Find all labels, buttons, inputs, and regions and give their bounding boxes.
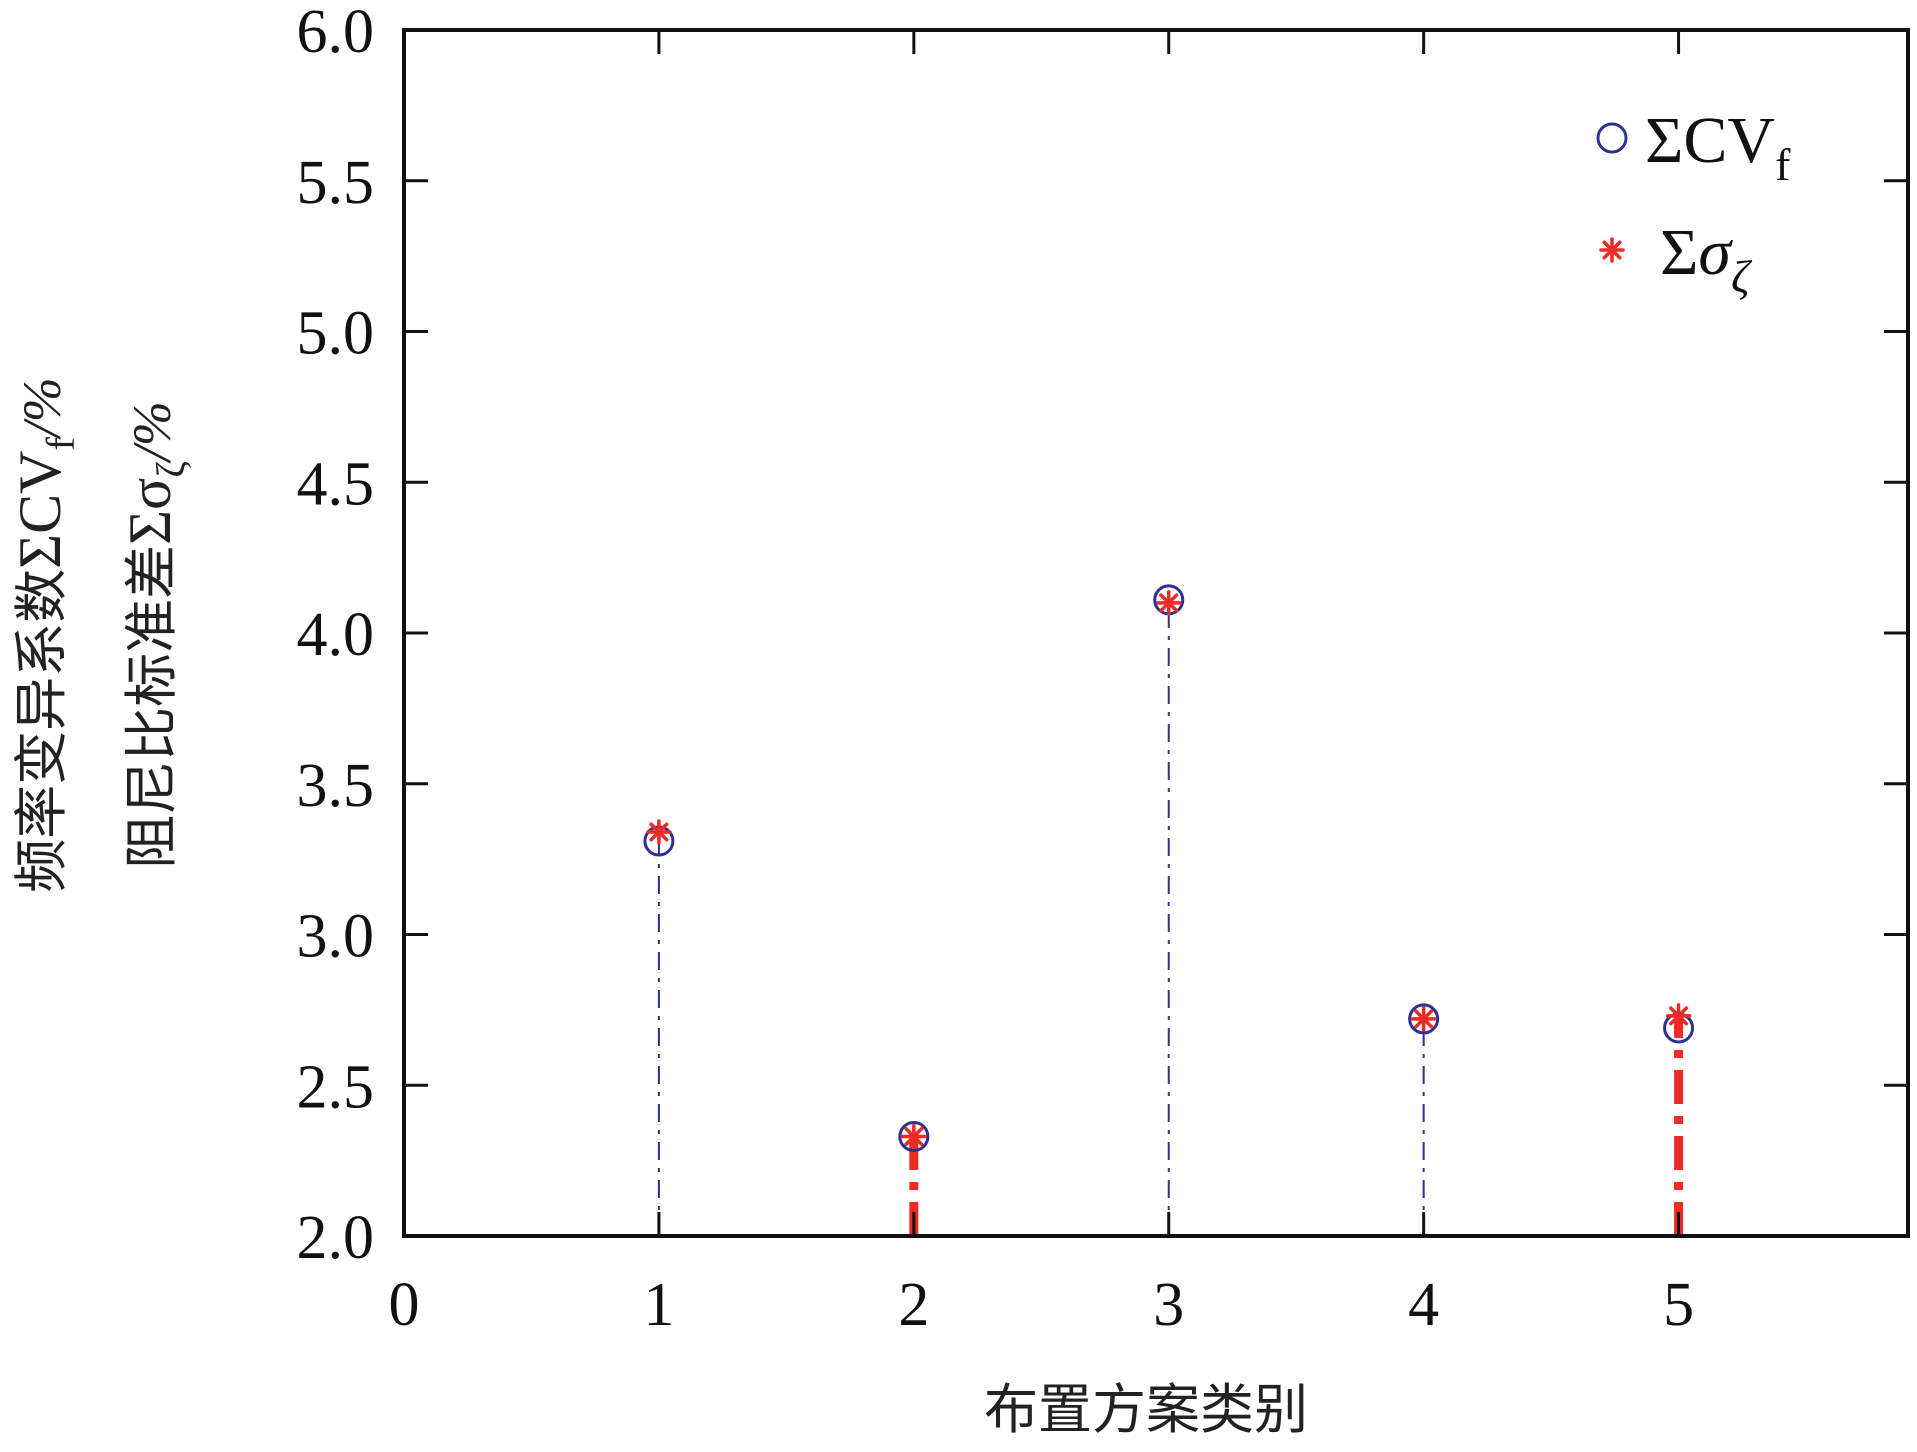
y-tick-label: 3.0 — [297, 903, 375, 971]
x-tick-label: 5 — [1663, 1271, 1694, 1339]
legend-label-sigma-symbol: σ — [1698, 216, 1733, 289]
y-axis-title-line2-sub: ζ — [148, 461, 193, 478]
legend-label-sigma: Σσζ — [1660, 216, 1753, 302]
asterisk-stroke — [1414, 1009, 1434, 1029]
data-point-sigma — [901, 1123, 927, 1150]
y-axis-title-line2-suffix: /% — [122, 401, 182, 464]
y-tick-label: 3.5 — [297, 752, 375, 820]
y-axis-title-line2: 阻尼比标准差Σσζ/% — [117, 401, 193, 869]
data-point-sigma — [646, 819, 672, 845]
y-tick-label: 4.0 — [297, 601, 375, 669]
asterisk-stroke — [1602, 240, 1622, 260]
legend-label-sigma-sum: Σ — [1660, 216, 1698, 289]
legend-label-cv-main: ΣCV — [1645, 104, 1775, 177]
y-tick-label: 2.0 — [297, 1204, 375, 1272]
legend-marker-cv — [1596, 122, 1628, 154]
y-tick-label: 6.0 — [297, 0, 375, 66]
data-markers-group — [643, 584, 1695, 1153]
x-axis-ticks-group: 0 1 2 3 4 5 — [389, 30, 1694, 1339]
asterisk-stroke — [904, 1126, 924, 1147]
y-tick-label: 4.5 — [297, 450, 375, 518]
y-axis-title-line1-suffix: /% — [12, 377, 72, 440]
y-axis-title-line1-symbol: ΣCV — [7, 451, 73, 569]
legend-marker-sigma — [1599, 237, 1625, 263]
x-tick-label: 2 — [898, 1271, 929, 1339]
y-axis-title-line2-prefix: 阻尼比标准差 — [120, 545, 183, 869]
data-point-sigma — [1410, 1006, 1437, 1032]
y-axis-title-line1-sub: f — [38, 437, 83, 451]
x-tick-label: 1 — [643, 1271, 674, 1339]
x-tick-label: 4 — [1408, 1271, 1439, 1339]
asterisk-stroke — [1159, 593, 1179, 613]
data-point-cv — [1408, 1003, 1440, 1035]
y-tick-label: 2.5 — [297, 1053, 375, 1121]
y-axis-title-line1-prefix: 频率变异系数 — [10, 569, 73, 893]
stem-lines-group — [657, 599, 1684, 1236]
asterisk-stroke — [649, 822, 669, 842]
asterisk-stroke — [1669, 1006, 1689, 1026]
legend-group: ΣCVf Σσζ — [1596, 104, 1791, 302]
data-point-sigma — [1155, 590, 1182, 616]
x-tick-label: 0 — [389, 1271, 420, 1339]
data-point-cv — [898, 1121, 930, 1153]
y-axis-ticks-group: 2.0 2.5 3.0 3.5 4.0 4.5 5.0 5.5 6.0 — [297, 0, 1908, 1272]
legend-label-cv-sub: f — [1775, 139, 1791, 190]
x-axis-title: 布置方案类别 — [984, 1378, 1308, 1441]
y-tick-label: 5.0 — [297, 300, 375, 368]
data-point-sigma — [1665, 1003, 1692, 1029]
y-axis-title-line1: 频率变异系数ΣCVf/% — [7, 377, 83, 893]
y-tick-label: 5.5 — [297, 149, 375, 217]
y-axis-title-line2-symbol: Σσ — [117, 478, 183, 545]
x-tick-label: 3 — [1153, 1271, 1184, 1339]
legend-label-sigma-sub: ζ — [1731, 251, 1753, 302]
legend-label-cv: ΣCVf — [1645, 104, 1791, 190]
